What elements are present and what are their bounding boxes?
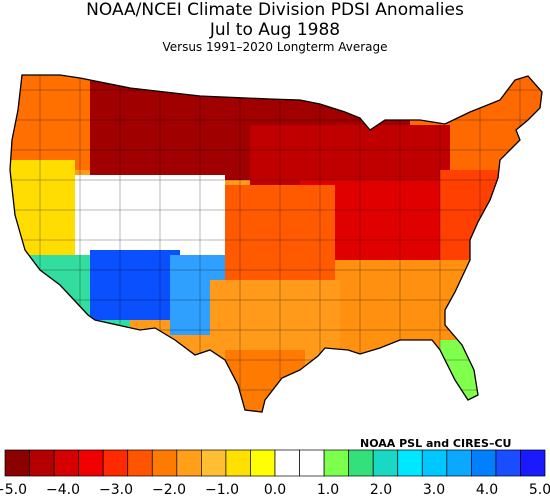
map-subtitle: Versus 1991–2020 Longterm Average xyxy=(162,40,388,54)
colorbar-bin xyxy=(127,449,153,477)
colorbar-bin xyxy=(225,449,251,477)
colorbar-tick-label: −5.0 xyxy=(0,482,27,497)
colorbar-bin xyxy=(29,449,55,477)
colorbar-bin xyxy=(151,449,178,477)
colorbar-bin xyxy=(323,449,349,477)
colorbar-tick-label: −1.0 xyxy=(205,482,239,497)
colorbar-ticks: −5.0 −4.0 −3.0 −2.0 −1.0 0.0 1.0 2.0 3.0 4.0 5.0 xyxy=(0,482,550,497)
region-southwest xyxy=(90,250,180,320)
colorbar-tick-label: −4.0 xyxy=(46,482,80,497)
colorbar-tick-label: −3.0 xyxy=(99,482,133,497)
colorbar-tick-label: 5.0 xyxy=(529,482,550,497)
colorbar-bin xyxy=(471,449,497,477)
colorbar-bin xyxy=(201,449,227,477)
colorbar-bin xyxy=(421,449,448,477)
colorbar-tick-label: −2.0 xyxy=(152,482,186,497)
colorbar-bin xyxy=(299,449,325,477)
credit-label: NOAA PSL and CIRES–CU xyxy=(360,437,512,450)
us-pdsi-map xyxy=(9,74,543,413)
colorbar-bin xyxy=(176,449,202,477)
region-texas xyxy=(210,280,340,360)
colorbar-bin xyxy=(446,449,472,477)
colorbar-bin xyxy=(495,449,521,477)
colorbar: −5.0 −4.0 −3.0 −2.0 −1.0 0.0 1.0 2.0 3.0 4.0 5.0 xyxy=(0,449,550,497)
colorbar-tick-label: 2.0 xyxy=(370,482,392,497)
map-title: NOAA/NCEI Climate Division PDSI Anomalie… xyxy=(86,0,464,20)
map-period: Jul to Aug 1988 xyxy=(209,20,341,40)
region-south-texas xyxy=(225,350,305,412)
colorbar-bin xyxy=(520,449,546,477)
colorbar-bin xyxy=(274,449,300,477)
colorbar-tick-label: 1.0 xyxy=(317,482,339,497)
colorbar-bin xyxy=(250,449,276,477)
region-appalachians xyxy=(440,170,542,260)
colorbar-bin xyxy=(53,449,79,477)
colorbar-bin xyxy=(78,449,104,477)
colorbar-bin xyxy=(348,449,374,477)
colorbar-tick-label: 0.0 xyxy=(264,482,286,497)
colorbar-bin xyxy=(102,449,129,477)
colorbar-bin xyxy=(4,449,30,477)
colorbar-tick-label: 3.0 xyxy=(423,482,445,497)
colorbar-bins xyxy=(4,449,546,477)
colorbar-bin xyxy=(372,449,399,477)
colorbar-tick-label: 4.0 xyxy=(476,482,498,497)
colorbar-bin xyxy=(397,449,423,477)
